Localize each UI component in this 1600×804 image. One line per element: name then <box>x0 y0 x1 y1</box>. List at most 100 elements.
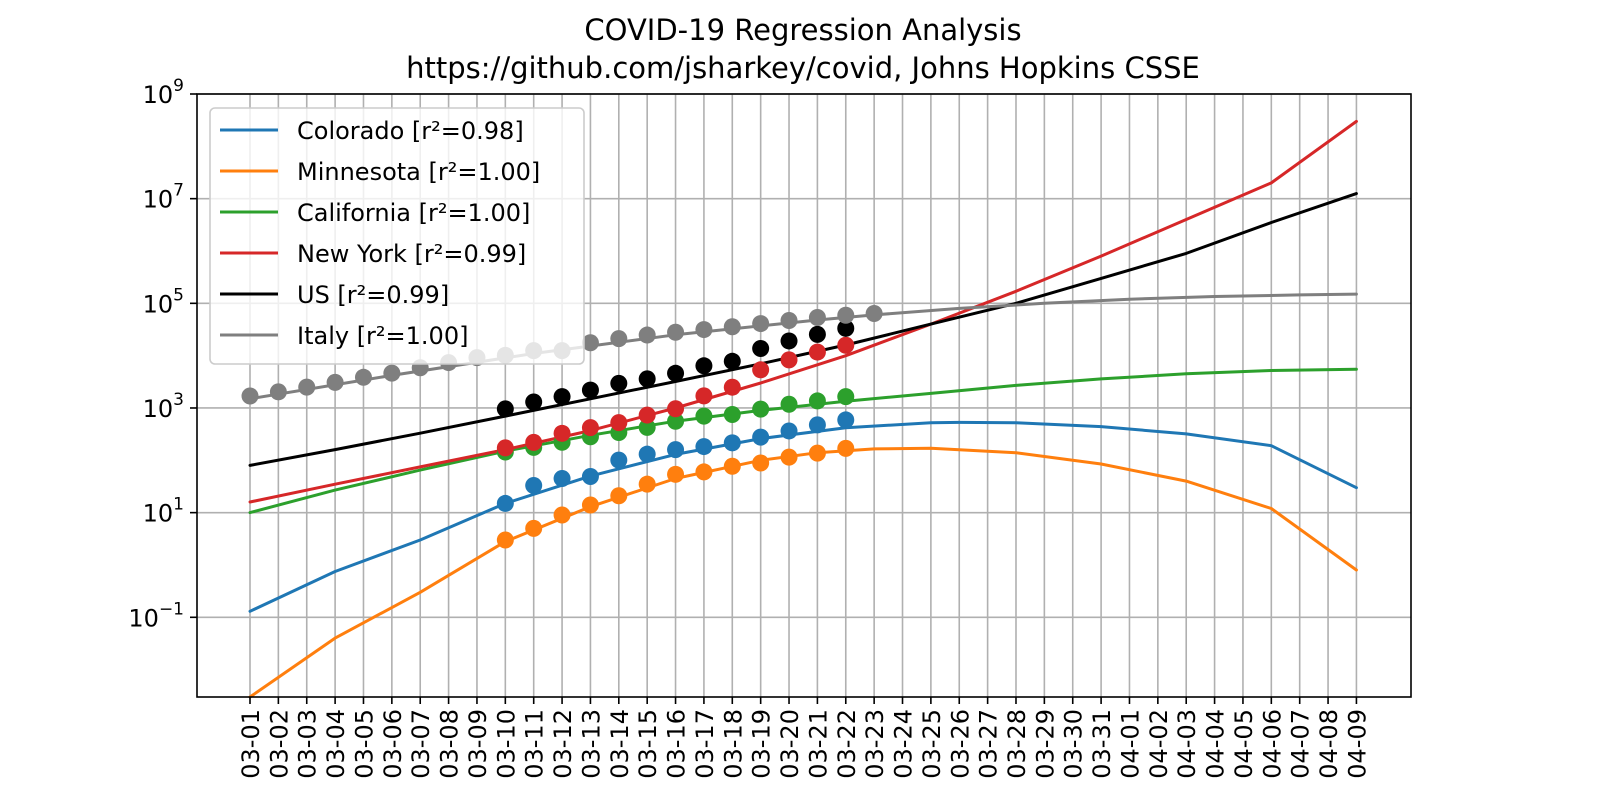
data-point <box>752 315 770 333</box>
legend-box <box>209 107 585 365</box>
legend: Colorado [r²=0.98] Minnesota [r²=1.00] Cal… <box>209 107 585 365</box>
x-tick-label: 03-15 <box>634 709 662 779</box>
data-point <box>667 323 685 341</box>
x-tick-label: 03-05 <box>350 709 378 779</box>
data-point <box>695 438 713 456</box>
x-tick-label: 04-04 <box>1202 709 1230 779</box>
series-markers <box>496 336 855 457</box>
y-tick-label: 103 <box>143 390 184 423</box>
data-point <box>496 531 514 549</box>
data-point <box>298 378 316 396</box>
data-point <box>723 405 741 423</box>
x-tick-label: 03-02 <box>265 709 293 779</box>
x-tick-label: 03-21 <box>804 709 832 779</box>
x-axis: 03-01 03-02 03-03 03-04 03-05 03-06 03-07 03-08… <box>237 697 1371 779</box>
data-point <box>610 330 628 348</box>
data-point <box>326 373 344 391</box>
x-tick-label: 03-27 <box>975 709 1003 779</box>
data-point <box>865 304 883 322</box>
data-point <box>808 416 826 434</box>
x-tick-label: 03-19 <box>748 709 776 779</box>
x-tick-label: 03-13 <box>577 709 605 779</box>
x-tick-label: 03-14 <box>606 709 634 779</box>
data-point <box>723 378 741 396</box>
data-point <box>695 321 713 339</box>
x-tick-label: 03-31 <box>1088 709 1116 779</box>
x-tick-label: 04-06 <box>1258 709 1286 779</box>
data-point <box>525 433 543 451</box>
x-tick-label: 04-03 <box>1173 709 1201 779</box>
x-tick-label: 03-16 <box>663 709 691 779</box>
data-point <box>837 411 855 429</box>
data-point <box>525 393 543 411</box>
data-point <box>667 400 685 418</box>
data-point <box>525 519 543 537</box>
x-tick-label: 04-07 <box>1287 709 1315 779</box>
fit-line <box>248 119 1358 504</box>
x-tick-label: 03-03 <box>294 709 322 779</box>
data-point <box>780 332 798 350</box>
legend-label: New York [r²=0.99] <box>297 240 526 268</box>
chart-title: COVID-19 Regression Analysis <box>584 13 1021 47</box>
y-tick-label: 105 <box>143 285 184 318</box>
data-point <box>780 395 798 413</box>
data-point <box>383 364 401 382</box>
data-point <box>667 364 685 382</box>
x-tick-label: 03-22 <box>833 709 861 779</box>
data-point <box>752 428 770 446</box>
data-point <box>581 419 599 437</box>
data-point <box>553 469 571 487</box>
data-point <box>553 506 571 524</box>
series <box>248 192 1358 467</box>
data-point <box>808 343 826 361</box>
x-tick-label: 04-09 <box>1343 709 1371 779</box>
legend-label: Italy [r²=1.00] <box>297 322 468 350</box>
legend-label: Colorado [r²=0.98] <box>297 117 524 145</box>
data-point <box>581 334 599 352</box>
x-tick-label: 03-07 <box>407 709 435 779</box>
x-tick-label: 03-09 <box>464 709 492 779</box>
x-tick-label: 03-11 <box>521 709 549 779</box>
data-point <box>241 387 259 405</box>
data-point <box>695 357 713 375</box>
data-point <box>752 400 770 418</box>
data-point <box>837 336 855 354</box>
x-tick-label: 03-24 <box>890 709 918 779</box>
data-point <box>752 361 770 379</box>
data-point <box>638 445 656 463</box>
data-point <box>808 392 826 410</box>
data-point <box>667 441 685 459</box>
data-point <box>581 468 599 486</box>
x-tick-label: 03-30 <box>1060 709 1088 779</box>
legend-label: Minnesota [r²=1.00] <box>297 158 540 186</box>
y-axis: 10−1 101 103 105 107 109 <box>128 76 197 632</box>
x-tick-label: 03-12 <box>549 709 577 779</box>
data-point <box>808 444 826 462</box>
data-point <box>723 352 741 370</box>
data-point <box>780 448 798 466</box>
data-point <box>553 424 571 442</box>
x-tick-label: 03-20 <box>776 709 804 779</box>
x-tick-label: 03-28 <box>1003 709 1031 779</box>
y-tick-label: 109 <box>143 76 184 109</box>
data-point <box>638 406 656 424</box>
data-point <box>837 306 855 324</box>
legend-label: California [r²=1.00] <box>297 199 530 227</box>
data-point <box>638 418 656 436</box>
data-point <box>610 414 628 432</box>
data-point <box>667 412 685 430</box>
series <box>248 367 1358 515</box>
x-tick-label: 03-04 <box>322 709 350 779</box>
x-tick-label: 03-18 <box>719 709 747 779</box>
x-tick-label: 03-29 <box>1031 709 1059 779</box>
data-point <box>638 475 656 493</box>
data-point <box>354 368 372 386</box>
data-point <box>723 457 741 475</box>
data-point <box>695 463 713 481</box>
x-tick-label: 03-10 <box>492 709 520 779</box>
x-tick-label: 03-26 <box>946 709 974 779</box>
data-point <box>808 325 826 343</box>
data-point <box>667 465 685 483</box>
